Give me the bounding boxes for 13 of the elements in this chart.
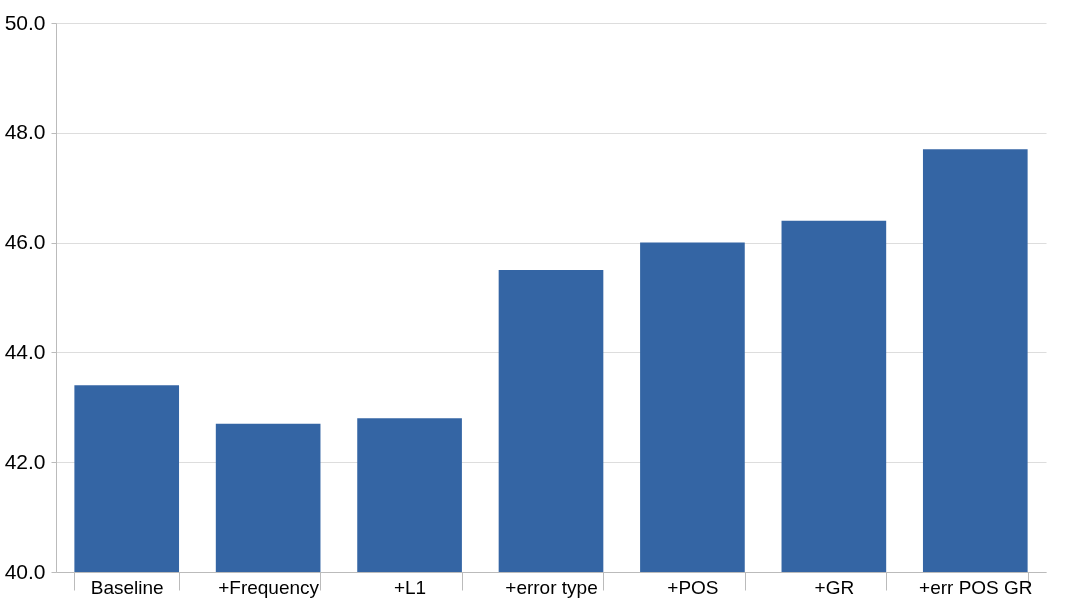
y-tick-label: 50.0 bbox=[4, 10, 46, 34]
y-tick-label: 48.0 bbox=[4, 120, 46, 144]
y-tick-label: 40.0 bbox=[4, 559, 46, 583]
x-tick-label: Baseline bbox=[90, 576, 164, 598]
x-tick-label: +Frequency bbox=[218, 576, 320, 598]
x-tick-label: +POS bbox=[667, 576, 719, 598]
x-tick-label: +GR bbox=[814, 576, 855, 598]
y-tick-label: 42.0 bbox=[4, 449, 46, 473]
x-tick-label: +err POS GR bbox=[919, 576, 1033, 598]
y-tick-label: 46.0 bbox=[4, 230, 46, 254]
x-tick-label: +L1 bbox=[393, 576, 427, 598]
y-tick-label: 44.0 bbox=[4, 339, 46, 363]
x-tick-label: +error type bbox=[505, 576, 598, 598]
